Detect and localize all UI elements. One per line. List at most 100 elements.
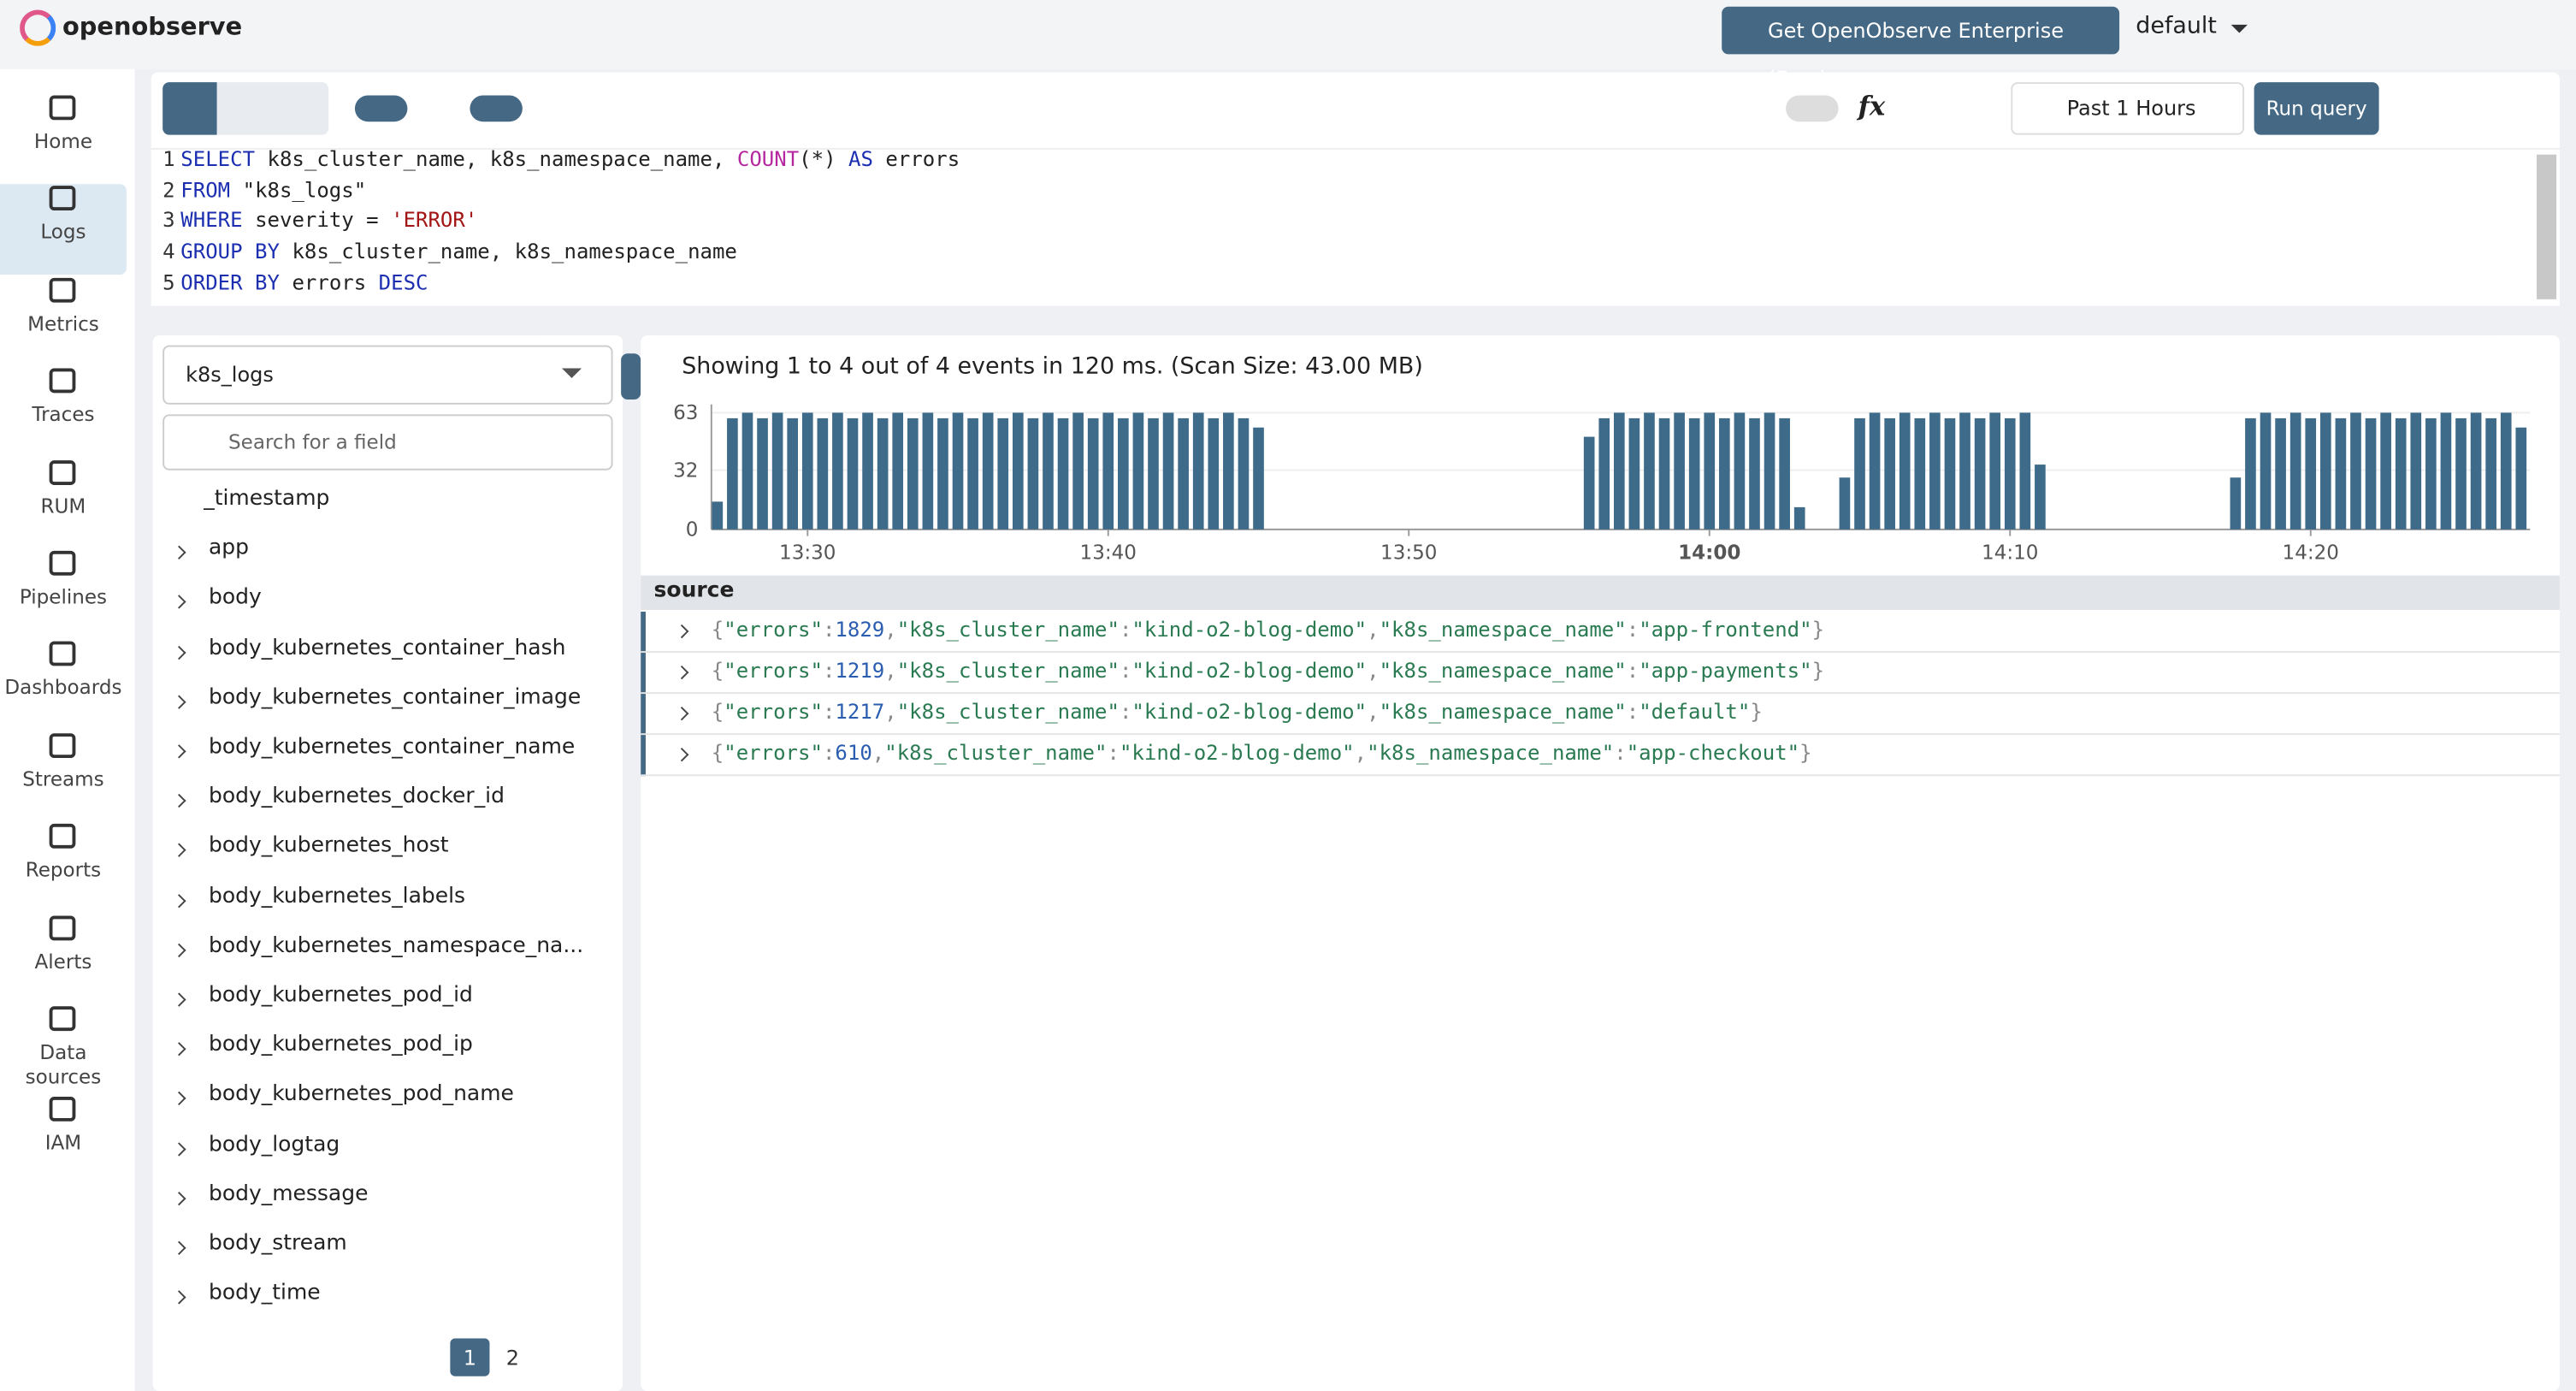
- row-border: [641, 733, 2560, 736]
- x-tick-label: 13:40: [1080, 542, 1137, 564]
- brand: openobserve: [62, 11, 243, 42]
- enterprise-button[interactable]: Get OpenObserve Enterprise (Free): [1722, 6, 2120, 91]
- x-tick-label: 13:50: [1380, 542, 1437, 564]
- page-button[interactable]: 2: [505, 1345, 519, 1370]
- nav-item[interactable]: Alerts: [34, 950, 92, 974]
- bar: [727, 417, 738, 530]
- nav-item[interactable]: Pipelines: [19, 585, 108, 609]
- row-bar: [641, 611, 646, 654]
- bar: [2455, 417, 2467, 530]
- field-item[interactable]: body_kubernetes_pod_id: [208, 983, 473, 1009]
- bar: [2004, 417, 2016, 530]
- nav-item[interactable]: Reports: [25, 858, 102, 882]
- row-bar: [641, 735, 646, 777]
- bar: [2245, 417, 2256, 530]
- field-item[interactable]: body_kubernetes_container_image: [208, 685, 582, 710]
- toolbar: [151, 72, 2560, 148]
- bar: [1839, 477, 1851, 530]
- time-range[interactable]: Past 1 Hours: [2011, 82, 2245, 135]
- page-button[interactable]: 1: [450, 1338, 490, 1376]
- bar: [2485, 417, 2496, 530]
- bar: [1674, 412, 1685, 530]
- nav-item[interactable]: Metrics: [27, 311, 99, 335]
- bar: [1734, 412, 1746, 530]
- line-number: 2: [162, 176, 175, 202]
- bar: [1974, 417, 1986, 530]
- row-source[interactable]: {"errors":1829,"k8s_cluster_name":"kind-…: [711, 616, 1825, 642]
- nav-icon: [49, 368, 76, 394]
- field-search[interactable]: Search for a field: [162, 414, 613, 471]
- bar: [997, 417, 1009, 530]
- bar: [712, 501, 724, 530]
- bar: [1192, 412, 1204, 530]
- org-caret: [2230, 24, 2248, 41]
- bar: [922, 412, 934, 530]
- field-item[interactable]: body_kubernetes_namespace_na...: [208, 933, 584, 959]
- search-mode[interactable]: [162, 82, 217, 135]
- nav-item[interactable]: Dashboards: [4, 676, 122, 700]
- bar: [1719, 417, 1730, 530]
- toggle-hist[interactable]: [354, 95, 408, 122]
- bar: [817, 417, 829, 530]
- field-item[interactable]: body_stream: [208, 1231, 347, 1257]
- bar: [2440, 412, 2452, 530]
- row-source[interactable]: {"errors":610,"k8s_cluster_name":"kind-o…: [711, 739, 1812, 765]
- row-bar: [641, 694, 646, 736]
- nav-item[interactable]: Logs: [40, 221, 86, 245]
- bar: [2395, 417, 2407, 530]
- field-item[interactable]: body_message: [208, 1181, 369, 1207]
- bar: [1914, 417, 1926, 530]
- bar: [1688, 417, 1700, 530]
- run-query[interactable]: Run query: [2254, 82, 2379, 135]
- field-item[interactable]: body_kubernetes_container_hash: [208, 636, 566, 660]
- nav-item[interactable]: Traces: [32, 403, 95, 427]
- bar: [2380, 412, 2391, 530]
- bar: [2019, 412, 2031, 530]
- nav-item[interactable]: Streams: [22, 767, 104, 791]
- nav-active: [0, 185, 127, 275]
- bar: [1087, 417, 1099, 530]
- nav-icon: [49, 642, 76, 667]
- sql-line: WHERE severity = 'ERROR': [180, 207, 478, 233]
- bar: [862, 412, 873, 530]
- field-item[interactable]: body_kubernetes_docker_id: [208, 784, 505, 809]
- stream-select[interactable]: k8s_logs: [162, 345, 613, 405]
- bar: [1253, 427, 1264, 530]
- row-source[interactable]: {"errors":1219,"k8s_cluster_name":"kind-…: [711, 657, 1825, 683]
- bar: [1043, 412, 1054, 530]
- field-item[interactable]: body_time: [208, 1281, 321, 1306]
- org-select[interactable]: default: [2136, 13, 2217, 40]
- nav-item[interactable]: Home: [33, 129, 92, 153]
- field-item[interactable]: body_kubernetes_labels: [208, 884, 466, 909]
- bar: [1012, 412, 1024, 530]
- line-number: 3: [162, 207, 175, 233]
- sql-line: ORDER BY errors DESC: [180, 269, 428, 294]
- field-item[interactable]: body_kubernetes_pod_name: [208, 1082, 514, 1108]
- field-item[interactable]: body_kubernetes_container_name: [208, 735, 576, 760]
- x-tick-label: 14:00: [1678, 542, 1740, 564]
- toggle-fn[interactable]: [1786, 95, 1839, 122]
- bar: [2260, 412, 2272, 530]
- row-border: [641, 651, 2560, 654]
- bar: [1793, 506, 1805, 530]
- field-item[interactable]: body_kubernetes_pod_ip: [208, 1033, 473, 1058]
- bar: [1238, 417, 1250, 530]
- field-item[interactable]: _timestamp: [204, 486, 330, 512]
- line-number: 4: [162, 238, 175, 263]
- field-item[interactable]: body_kubernetes_host: [208, 834, 449, 860]
- bar: [1132, 412, 1144, 530]
- field-item[interactable]: body: [208, 585, 262, 611]
- nav-item[interactable]: RUM: [40, 494, 86, 518]
- toggle-sql[interactable]: [470, 95, 523, 122]
- field-item[interactable]: app: [208, 536, 250, 561]
- nav-item[interactable]: IAM: [44, 1132, 82, 1155]
- top-bar: [0, 0, 2576, 69]
- collapse-handle[interactable]: [621, 353, 641, 400]
- row-source[interactable]: {"errors":1217,"k8s_cluster_name":"kind-…: [711, 698, 1763, 724]
- bar: [1929, 412, 1941, 530]
- sql-line: GROUP BY k8s_cluster_name, k8s_namespace…: [180, 238, 737, 263]
- x-tick-label: 14:10: [1982, 542, 2038, 564]
- nav-item[interactable]: Data sources: [25, 1040, 102, 1089]
- field-item[interactable]: body_logtag: [208, 1132, 340, 1157]
- bar: [1223, 412, 1234, 530]
